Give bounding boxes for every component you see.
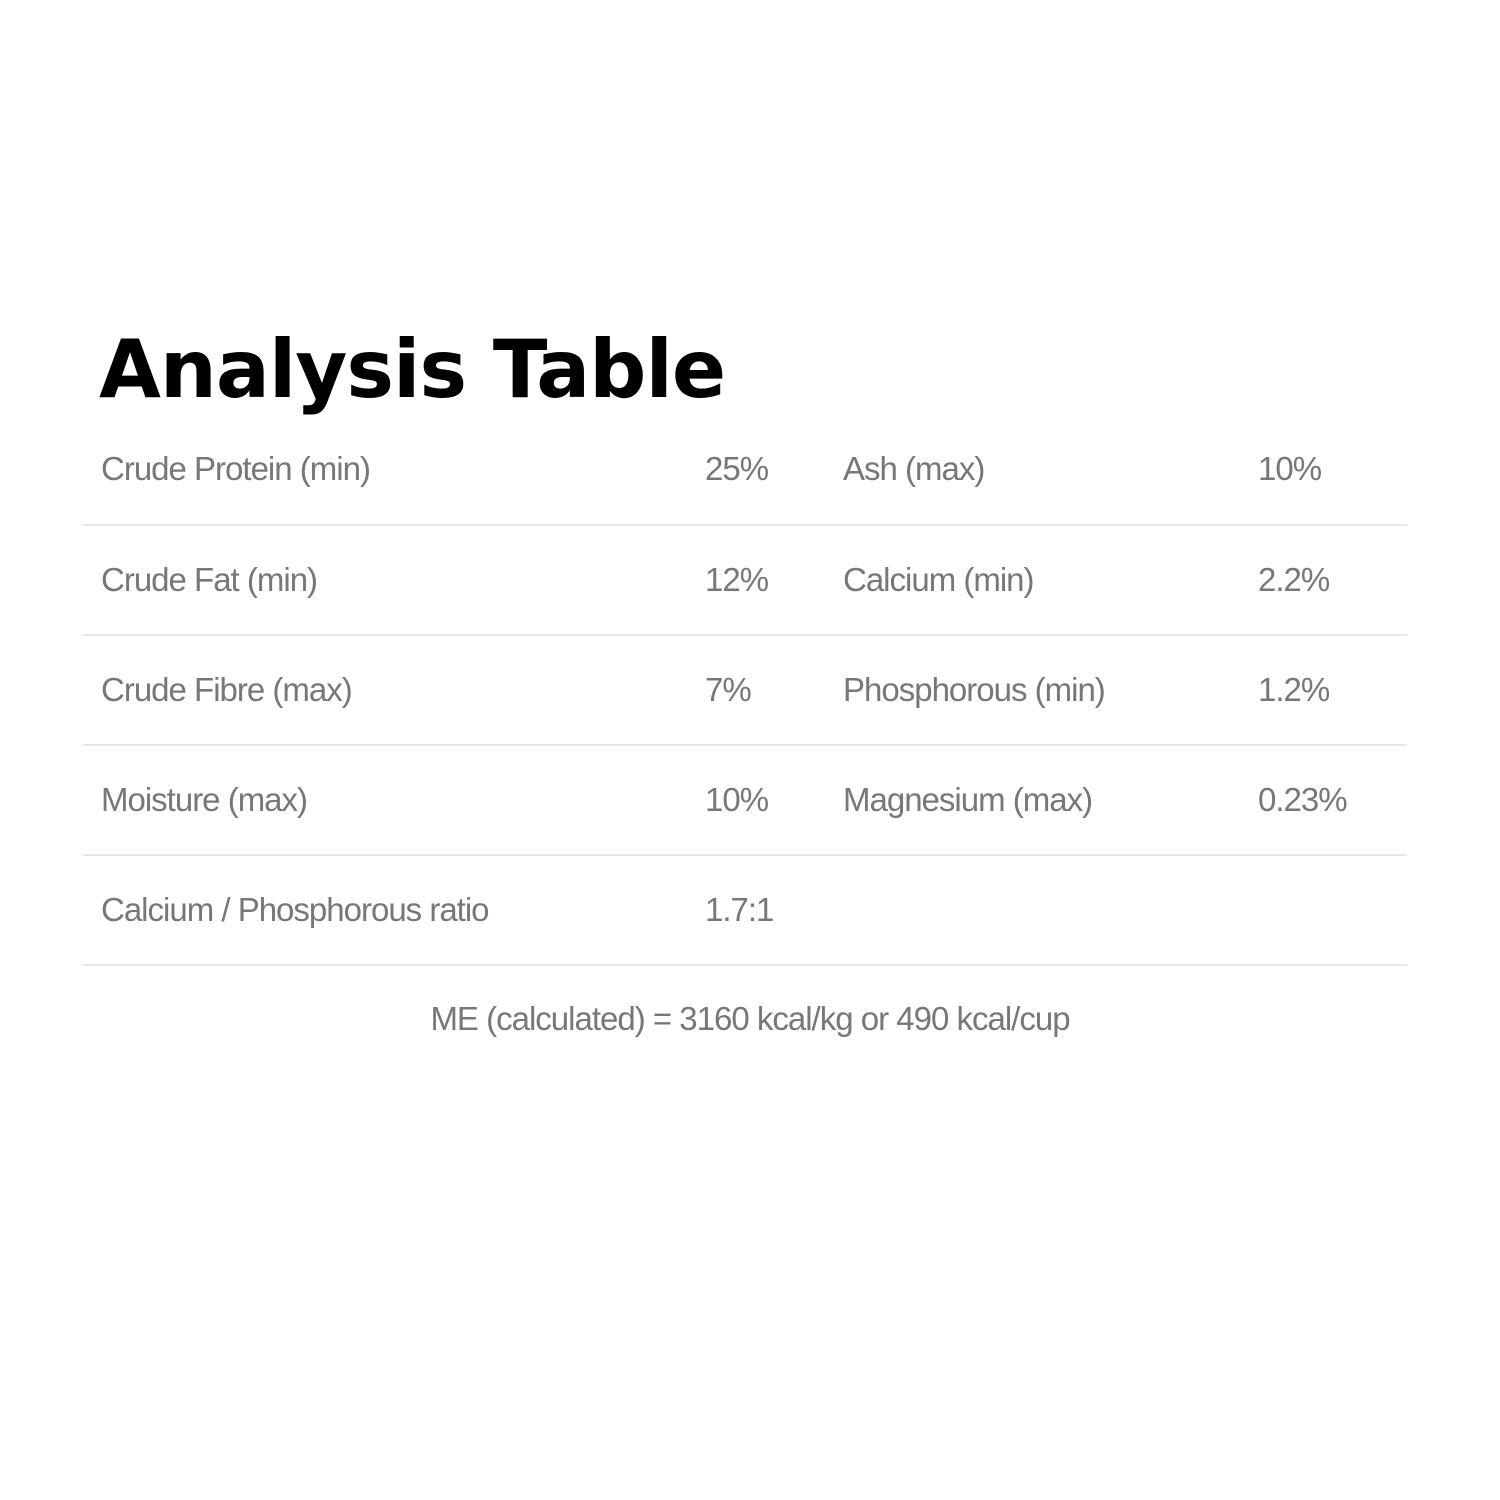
- nutrient-label: Moisture (max): [101, 781, 308, 818]
- nutrient-value: 7%: [705, 671, 752, 708]
- table-row: Crude Fibre (max) 7% Phosphorous (min) 1…: [83, 636, 1407, 746]
- nutrient-label: Ash (max): [843, 450, 985, 487]
- page-title: Analysis Table: [99, 323, 726, 416]
- energy-footnote: ME (calculated) = 3160 kcal/kg or 490 kc…: [430, 1000, 1070, 1037]
- nutrient-value: 0.23%: [1258, 781, 1348, 818]
- nutrient-value: 10%: [705, 781, 769, 818]
- table-row: Moisture (max) 10% Magnesium (max) 0.23%: [83, 746, 1407, 856]
- nutrient-value: 10%: [1258, 450, 1322, 487]
- nutrient-label: Crude Fat (min): [101, 561, 318, 598]
- analysis-table: Crude Protein (min) 25% Ash (max) 10% Cr…: [83, 414, 1407, 966]
- nutrient-label: Calcium / Phosphorous ratio: [101, 891, 490, 928]
- table-row: Crude Protein (min) 25% Ash (max) 10%: [83, 414, 1407, 526]
- table-row: Crude Fat (min) 12% Calcium (min) 2.2%: [83, 526, 1407, 636]
- nutrient-label: Crude Fibre (max): [101, 671, 353, 708]
- table-row: Calcium / Phosphorous ratio 1.7:1: [83, 856, 1407, 966]
- nutrient-label: Crude Protein (min): [101, 450, 371, 487]
- nutrient-value: 1.2%: [1258, 671, 1330, 708]
- nutrient-label: Calcium (min): [843, 561, 1035, 598]
- nutrient-label: Phosphorous (min): [843, 671, 1106, 708]
- nutrient-value: 2.2%: [1258, 561, 1330, 598]
- nutrient-value: 1.7:1: [705, 891, 774, 928]
- nutrient-value: 25%: [705, 450, 769, 487]
- nutrient-label: Magnesium (max): [843, 781, 1093, 818]
- nutrient-value: 12%: [705, 561, 769, 598]
